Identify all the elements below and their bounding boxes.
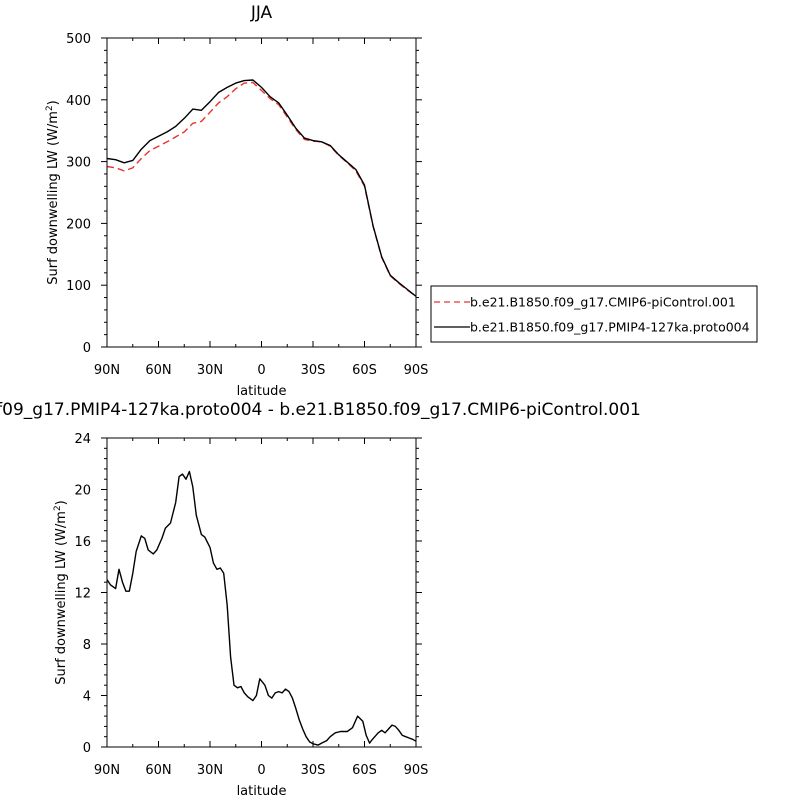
y-tick-label: 500 bbox=[66, 32, 91, 47]
y-tick-label: 16 bbox=[74, 535, 91, 550]
plot-frame bbox=[106, 37, 417, 348]
x-tick-label: 0 bbox=[257, 363, 265, 378]
series-line-0 bbox=[106, 81, 417, 297]
plot-frame bbox=[106, 437, 417, 748]
bottom-plot: 90N 60N 30N 0 30S 60S 90S 0 4 8 12 16 20 24 bbox=[74, 432, 428, 778]
x-tick-label: 60N bbox=[145, 363, 171, 378]
x-tick-label: 60S bbox=[352, 763, 377, 778]
y-axis-label-sup: 2 bbox=[45, 105, 55, 111]
x-tick-label: 30N bbox=[197, 363, 223, 378]
x-tick-label: 90S bbox=[404, 763, 429, 778]
y-tick-label: 24 bbox=[74, 432, 91, 447]
y-tick-label: 4 bbox=[83, 690, 91, 705]
y-tick-label: 100 bbox=[66, 279, 91, 294]
x-tick-label: 60S bbox=[352, 363, 377, 378]
y-axis-label: Surf downwelling LW (W/m2) bbox=[53, 500, 69, 685]
legend-label-series-0: b.e21.B1850.f09_g17.CMIP6-piControl.001 bbox=[470, 295, 736, 310]
y-tick-label: 300 bbox=[66, 156, 91, 171]
y-axis-label-end: ) bbox=[46, 100, 61, 105]
y-axis-label: Surf downwelling LW (W/m2) bbox=[45, 100, 61, 285]
top-panel: JJA 90N 60N 30N 0 30S 60S 90S0100200300400500 … bbox=[45, 3, 758, 399]
chart-title: JJA bbox=[250, 3, 273, 23]
y-axis-label-text: Surf downwelling LW (W/m bbox=[46, 111, 61, 285]
y-tick-label: 20 bbox=[74, 484, 91, 499]
x-tick-label: 90N bbox=[94, 363, 120, 378]
series-line-1 bbox=[106, 79, 417, 297]
y-tick-label: 12 bbox=[74, 587, 91, 602]
y-tick-label: 0 bbox=[83, 341, 91, 356]
y-tick-label: 200 bbox=[66, 217, 91, 232]
y-tick-label: 0 bbox=[83, 741, 91, 756]
y-tick-label: 8 bbox=[83, 638, 91, 653]
x-tick-label: 60N bbox=[145, 763, 171, 778]
x-axis-label: latitude bbox=[237, 384, 287, 399]
y-axis-label-end: ) bbox=[54, 500, 69, 505]
legend-label-series-1: b.e21.B1850.f09_g17.PMIP4-127ka.proto004 bbox=[470, 320, 750, 335]
x-axis-label: latitude bbox=[237, 784, 287, 799]
x-tick-label: 30S bbox=[301, 363, 326, 378]
x-tick-label: 0 bbox=[257, 763, 265, 778]
legend: b.e21.B1850.f09_g17.CMIP6-piControl.001 … bbox=[430, 285, 758, 343]
y-tick-label: 400 bbox=[66, 94, 91, 109]
x-tick-label: 90N bbox=[94, 763, 120, 778]
x-tick-label: 30N bbox=[197, 763, 223, 778]
x-tick-label: 30S bbox=[301, 763, 326, 778]
chart-title: b.e21.B1850.f09_g17.PMIP4-127ka.proto004… bbox=[0, 400, 641, 420]
top-plot: 90N 60N 30N 0 30S 60S 90S 0 100 200 300 400 500 bbox=[66, 32, 428, 378]
series-line-0 bbox=[106, 470, 417, 746]
y-axis-label-text: Surf downwelling LW (W/m bbox=[54, 511, 69, 685]
x-tick-label: 90S bbox=[404, 363, 429, 378]
y-axis-label-sup: 2 bbox=[53, 505, 63, 511]
legend-box bbox=[430, 285, 758, 343]
bottom-panel: b.e21.B1850.f09_g17.PMIP4-127ka.proto004… bbox=[0, 400, 641, 799]
